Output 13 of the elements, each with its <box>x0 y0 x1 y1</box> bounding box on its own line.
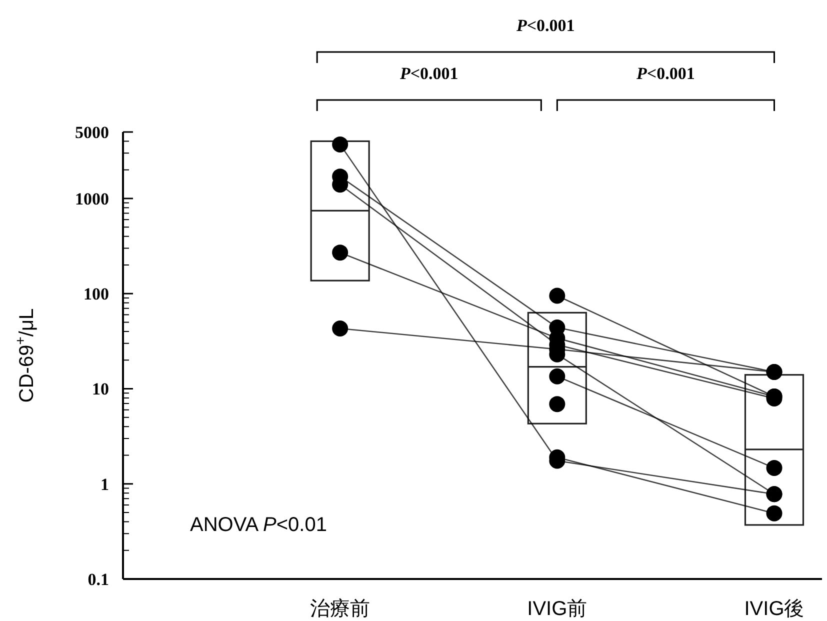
y-tick-label: 5000 <box>75 123 109 142</box>
x-tick-label: IVIG前 <box>527 598 588 620</box>
annotation: ANOVA P<0.01 <box>190 514 327 536</box>
x-tick-label: IVIG後 <box>744 598 804 620</box>
text: P<0.001 <box>636 64 695 83</box>
y-tick-label: 0.1 <box>88 570 109 589</box>
y-tick-label: 10 <box>92 380 109 399</box>
x-tick-label: 治療前 <box>310 598 370 620</box>
text: P<0.001 <box>515 16 575 35</box>
y-tick-label: 1000 <box>75 189 109 208</box>
text: P<0.001 <box>398 64 458 83</box>
y-tick-label: 1 <box>100 474 109 494</box>
y-tick-label: 100 <box>84 284 109 304</box>
